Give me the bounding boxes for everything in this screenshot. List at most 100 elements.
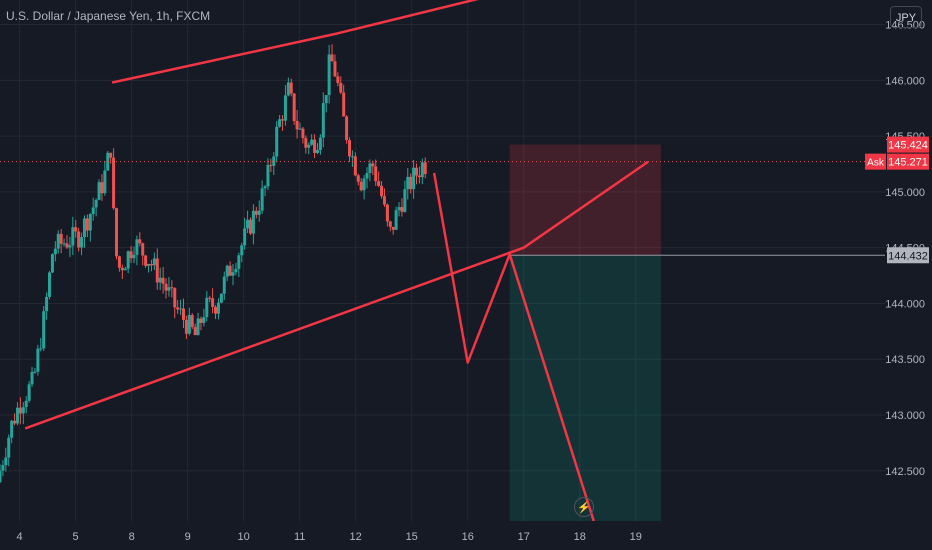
target-zone	[509, 255, 661, 521]
candle-body	[50, 254, 54, 273]
candle-body	[231, 272, 235, 276]
candle-body	[394, 210, 398, 230]
candle-body	[144, 255, 148, 266]
candle-body	[289, 82, 293, 94]
candle-body	[149, 263, 153, 266]
candle-body	[167, 287, 171, 291]
stop-zone	[509, 144, 661, 256]
candle-body	[260, 188, 264, 211]
candle-body	[246, 219, 250, 229]
candle-body	[155, 258, 159, 283]
candle-body	[65, 243, 69, 248]
price-tick-label: 142.500	[885, 466, 925, 478]
candle-body	[356, 175, 360, 182]
candle-body	[0, 470, 2, 482]
candle-body	[193, 327, 197, 336]
candle-body	[179, 308, 183, 310]
time-tick-label: 17	[518, 531, 530, 543]
candle-body	[295, 120, 299, 130]
time-tick-label: 4	[17, 531, 23, 543]
time-tick-label: 18	[574, 531, 586, 543]
projection	[432, 172, 595, 522]
candle-body	[42, 311, 46, 349]
price-tick-label: 146.000	[885, 75, 925, 87]
candle-body	[412, 167, 416, 190]
time-axis	[0, 521, 885, 550]
candle-body	[85, 218, 89, 231]
entry-price-label: 144.432	[888, 250, 928, 262]
candle-body	[362, 178, 366, 191]
candle-body	[278, 119, 282, 127]
time-tick-label: 11	[294, 531, 305, 543]
candle-body	[304, 138, 308, 148]
candle-body	[342, 92, 346, 117]
candle-body	[336, 76, 340, 83]
lower-channel	[24, 160, 649, 430]
candle-body	[377, 181, 381, 186]
candle-body	[348, 140, 352, 157]
candle-body	[100, 182, 104, 194]
candle-body	[21, 407, 25, 414]
candle-body	[103, 170, 107, 194]
candle-body	[158, 277, 162, 283]
candle-body	[109, 152, 113, 158]
candle-body	[112, 157, 116, 209]
candle-body	[380, 185, 384, 197]
symbol-title: U.S. Dollar / Japanese Yen, 1h, FXCM	[6, 9, 211, 23]
candle-body	[301, 128, 305, 139]
candle-body	[24, 400, 28, 408]
ask-price-label: 145.271	[888, 157, 928, 169]
price-tick-label: 143.000	[885, 410, 925, 422]
currency-button[interactable]: JPY	[890, 6, 922, 28]
candle-body	[91, 207, 95, 215]
candle-body	[30, 371, 34, 385]
candle-body	[15, 407, 19, 424]
candle-body	[415, 167, 419, 176]
candle-body	[313, 139, 317, 153]
candle-body	[298, 128, 302, 130]
candle-body	[187, 315, 191, 334]
time-tick-label: 15	[406, 531, 418, 543]
candle-body	[129, 251, 133, 259]
candle-body	[120, 267, 124, 271]
candle-body	[237, 255, 241, 269]
candle-body	[225, 265, 229, 277]
candle-body	[272, 156, 276, 166]
candle-body	[74, 227, 78, 232]
candle-body	[248, 219, 252, 234]
lightning-icon[interactable]: ⚡	[574, 497, 594, 517]
candle-body	[240, 245, 244, 256]
candle-body	[417, 175, 421, 178]
candle-body	[327, 54, 331, 96]
candle-body	[318, 137, 322, 150]
candle-body	[199, 318, 203, 323]
candle-body	[48, 272, 52, 297]
ask-tag-bg	[865, 153, 886, 170]
candle-body	[7, 437, 11, 458]
candle-body	[382, 196, 386, 205]
candle-body	[56, 233, 60, 249]
candle-body	[115, 208, 119, 257]
price-tick-label: 146.500	[885, 20, 925, 32]
grid	[0, 0, 885, 521]
ask-price-label-bg	[887, 153, 929, 170]
candle-body	[228, 265, 232, 276]
time-tick-label: 5	[73, 531, 79, 543]
time-tick-label: 19	[630, 531, 642, 543]
candle-body	[353, 156, 357, 176]
candle-body	[350, 156, 354, 158]
candle-body	[117, 256, 121, 268]
candle-body	[184, 319, 188, 334]
candle-body	[147, 263, 151, 266]
candle-body	[71, 227, 75, 246]
candle-body	[307, 144, 311, 148]
candle-body	[82, 218, 86, 238]
candle-body	[77, 231, 81, 248]
candle-body	[333, 61, 337, 77]
candle-body	[161, 277, 165, 284]
entry-price-label-bg	[887, 247, 929, 264]
candle-body	[281, 119, 285, 121]
candle-body	[385, 204, 389, 222]
